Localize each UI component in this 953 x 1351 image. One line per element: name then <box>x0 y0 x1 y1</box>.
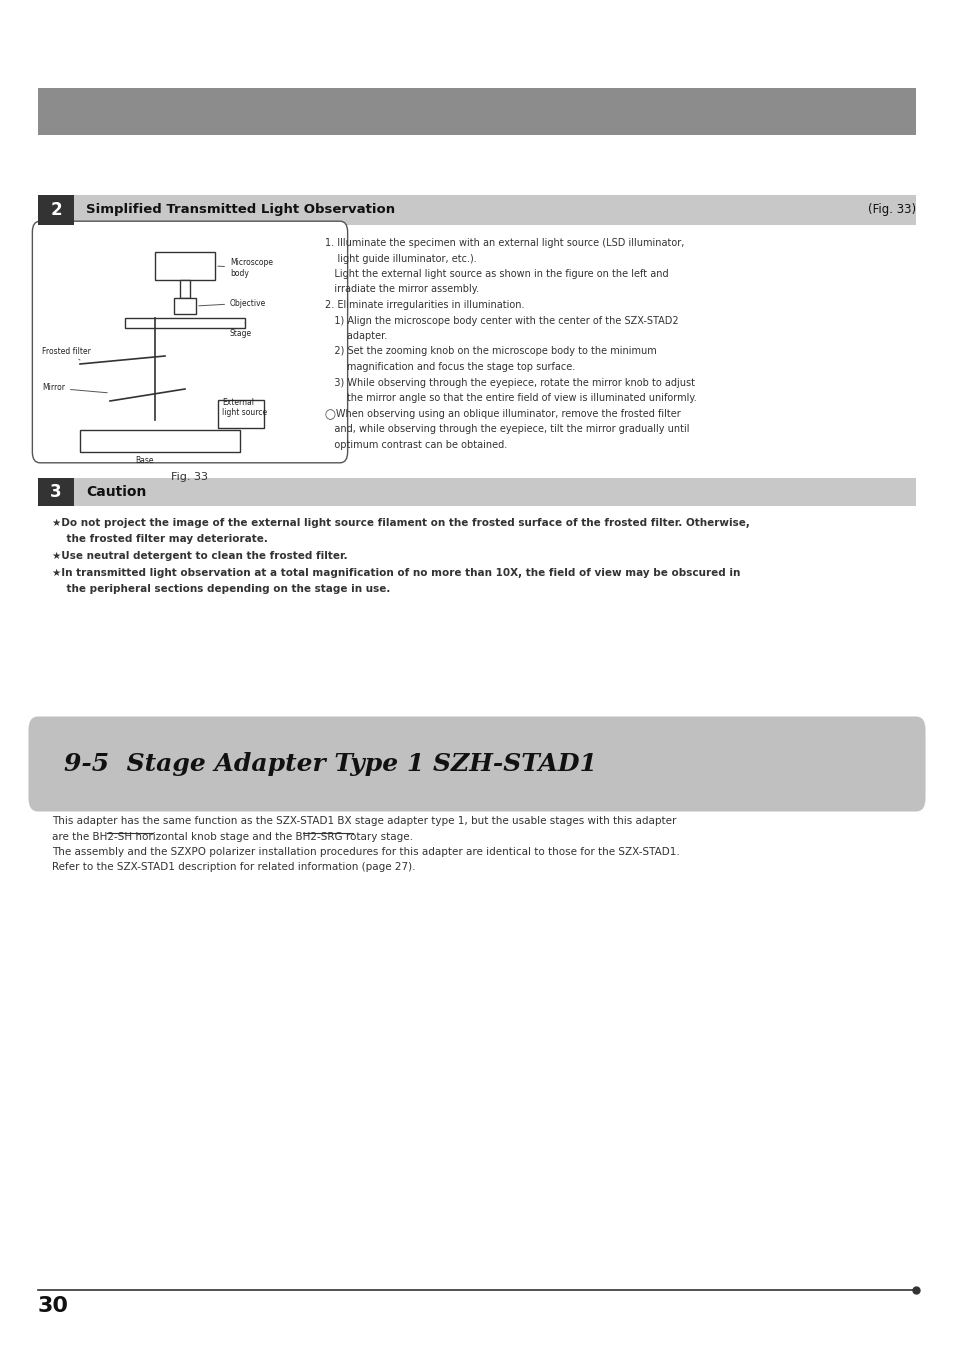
Text: Caution: Caution <box>86 485 146 499</box>
Text: irradiate the mirror assembly.: irradiate the mirror assembly. <box>325 285 478 295</box>
Text: Microscope
body: Microscope body <box>217 258 273 278</box>
Text: 1. Illuminate the specimen with an external light source (LSD illuminator,: 1. Illuminate the specimen with an exter… <box>325 238 683 249</box>
Bar <box>38 478 74 507</box>
Bar <box>218 400 264 428</box>
Text: Simplified Transmitted Light Observation: Simplified Transmitted Light Observation <box>86 204 395 216</box>
Text: 3: 3 <box>51 484 62 501</box>
Text: the peripheral sections depending on the stage in use.: the peripheral sections depending on the… <box>52 584 390 594</box>
Text: (Fig. 33): (Fig. 33) <box>867 204 915 216</box>
Text: 9-5  Stage Adapter Type 1 SZH-STAD1: 9-5 Stage Adapter Type 1 SZH-STAD1 <box>64 753 597 775</box>
Text: ★In transmitted light observation at a total magnification of no more than 10X, : ★In transmitted light observation at a t… <box>52 567 740 577</box>
Text: This adapter has the same function as the SZX-STAD1 BX stage adapter type 1, but: This adapter has the same function as th… <box>52 816 676 825</box>
Text: adapter.: adapter. <box>325 331 387 340</box>
Text: are the BH2-SH horizontal knob stage and the BH2-SRG rotary stage.: are the BH2-SH horizontal knob stage and… <box>52 831 413 842</box>
Text: ★Do not project the image of the external light source filament on the frosted s: ★Do not project the image of the externa… <box>52 517 749 528</box>
Text: Light the external light source as shown in the figure on the left and: Light the external light source as shown… <box>325 269 668 280</box>
Text: 2) Set the zooming knob on the microscope body to the minimum: 2) Set the zooming knob on the microscop… <box>325 346 656 357</box>
Text: Fig. 33: Fig. 33 <box>172 471 209 482</box>
Text: the frosted filter may deteriorate.: the frosted filter may deteriorate. <box>52 535 268 544</box>
Text: ★Use neutral detergent to clean the frosted filter.: ★Use neutral detergent to clean the fros… <box>52 551 347 561</box>
Text: magnification and focus the stage top surface.: magnification and focus the stage top su… <box>325 362 575 372</box>
Text: Base: Base <box>135 457 154 465</box>
Bar <box>180 280 190 299</box>
Text: The assembly and the SZXPO polarizer installation procedures for this adapter ar: The assembly and the SZXPO polarizer ins… <box>52 847 679 857</box>
Text: 2. Eliminate irregularities in illumination.: 2. Eliminate irregularities in illuminat… <box>325 300 524 309</box>
Text: and, while observing through the eyepiece, tilt the mirror gradually until: and, while observing through the eyepiec… <box>325 424 689 434</box>
Bar <box>125 317 245 328</box>
Text: light guide illuminator, etc.).: light guide illuminator, etc.). <box>325 254 476 263</box>
Bar <box>38 195 74 226</box>
Text: Refer to the SZX-STAD1 description for related information (page 27).: Refer to the SZX-STAD1 description for r… <box>52 862 416 873</box>
Text: Objective: Objective <box>198 299 266 308</box>
Text: Mirror: Mirror <box>42 384 107 393</box>
Text: 3) While observing through the eyepiece, rotate the mirror knob to adjust: 3) While observing through the eyepiece,… <box>325 377 695 388</box>
Text: Frosted filter: Frosted filter <box>42 347 91 359</box>
Text: External
light source: External light source <box>222 399 267 417</box>
Bar <box>38 88 915 135</box>
Text: Stage: Stage <box>230 323 252 338</box>
Text: optimum contrast can be obtained.: optimum contrast can be obtained. <box>325 439 507 450</box>
Text: the mirror angle so that the entire field of view is illuminated uniformly.: the mirror angle so that the entire fiel… <box>325 393 696 403</box>
Bar <box>38 478 915 507</box>
Bar <box>38 195 915 226</box>
Bar <box>154 253 214 280</box>
Text: ◯When observing using an oblique illuminator, remove the frosted filter: ◯When observing using an oblique illumin… <box>325 408 680 419</box>
FancyBboxPatch shape <box>29 716 924 812</box>
Bar <box>80 430 240 453</box>
Text: 2: 2 <box>51 201 62 219</box>
FancyBboxPatch shape <box>32 222 347 463</box>
Text: 30: 30 <box>38 1296 69 1316</box>
Bar <box>173 299 195 313</box>
Text: 1) Align the microscope body center with the center of the SZX-STAD2: 1) Align the microscope body center with… <box>325 316 678 326</box>
